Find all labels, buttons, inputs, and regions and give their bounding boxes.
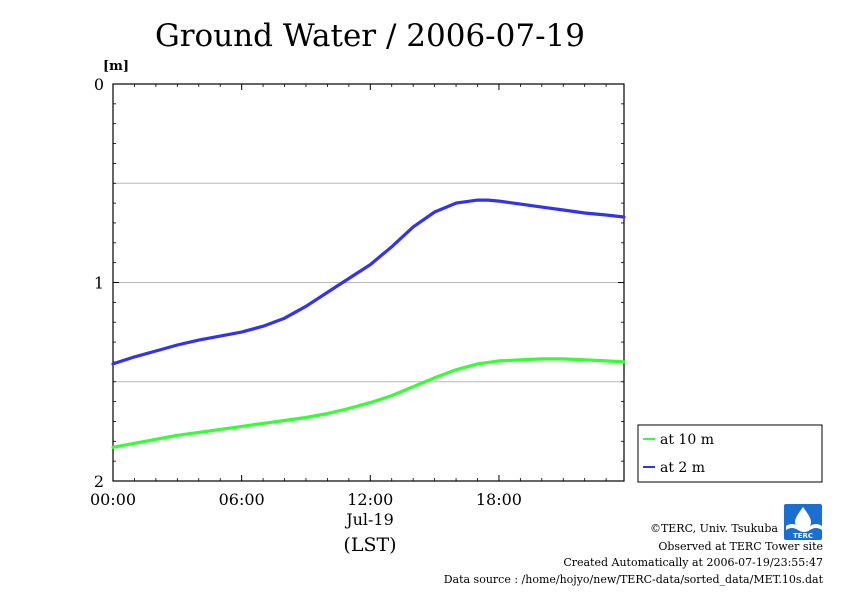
legend-label-10m: at 10 m bbox=[660, 432, 714, 448]
axis-ticks: 0 1 200:00 06:00 12:00 18:00 bbox=[90, 75, 624, 509]
data-source-text: Data source : /home/hojyo/new/TERC-data/… bbox=[444, 573, 824, 586]
grid-lines bbox=[113, 182, 624, 383]
legend-label-2m: at 2 m bbox=[660, 460, 705, 476]
y-tick-label: 0 bbox=[94, 75, 104, 94]
series-lines bbox=[111, 198, 626, 449]
legend-box bbox=[637, 424, 823, 483]
logo-text: TERC bbox=[793, 532, 813, 540]
x-tick-label: 00:00 bbox=[90, 490, 136, 509]
x-tick-label: 06:00 bbox=[219, 490, 265, 509]
observed-text: Observed at TERC Tower site bbox=[658, 540, 823, 553]
y-axis-unit-label: [m] bbox=[103, 59, 129, 74]
series-line-10m bbox=[111, 357, 626, 449]
chart-title: Ground Water / 2006-07-19 bbox=[155, 18, 585, 54]
legend: at 10 m at 2 m bbox=[637, 424, 823, 483]
created-text: Created Automatically at 2006-07-19/23:5… bbox=[563, 556, 823, 569]
series-line-2m bbox=[111, 198, 626, 366]
x-axis-date-label: Jul-19 bbox=[344, 510, 394, 529]
x-axis-timezone-label: (LST) bbox=[343, 534, 396, 556]
x-tick-label: 18:00 bbox=[476, 490, 522, 509]
water-drop-icon bbox=[795, 507, 811, 530]
wave-icon bbox=[786, 524, 822, 532]
y-tick-label: 2 bbox=[94, 472, 104, 491]
terc-logo: TERC bbox=[784, 504, 822, 540]
copyright-text: ©TERC, Univ. Tsukuba bbox=[650, 522, 778, 535]
x-tick-label: 12:00 bbox=[347, 490, 393, 509]
y-tick-label: 1 bbox=[94, 274, 104, 293]
